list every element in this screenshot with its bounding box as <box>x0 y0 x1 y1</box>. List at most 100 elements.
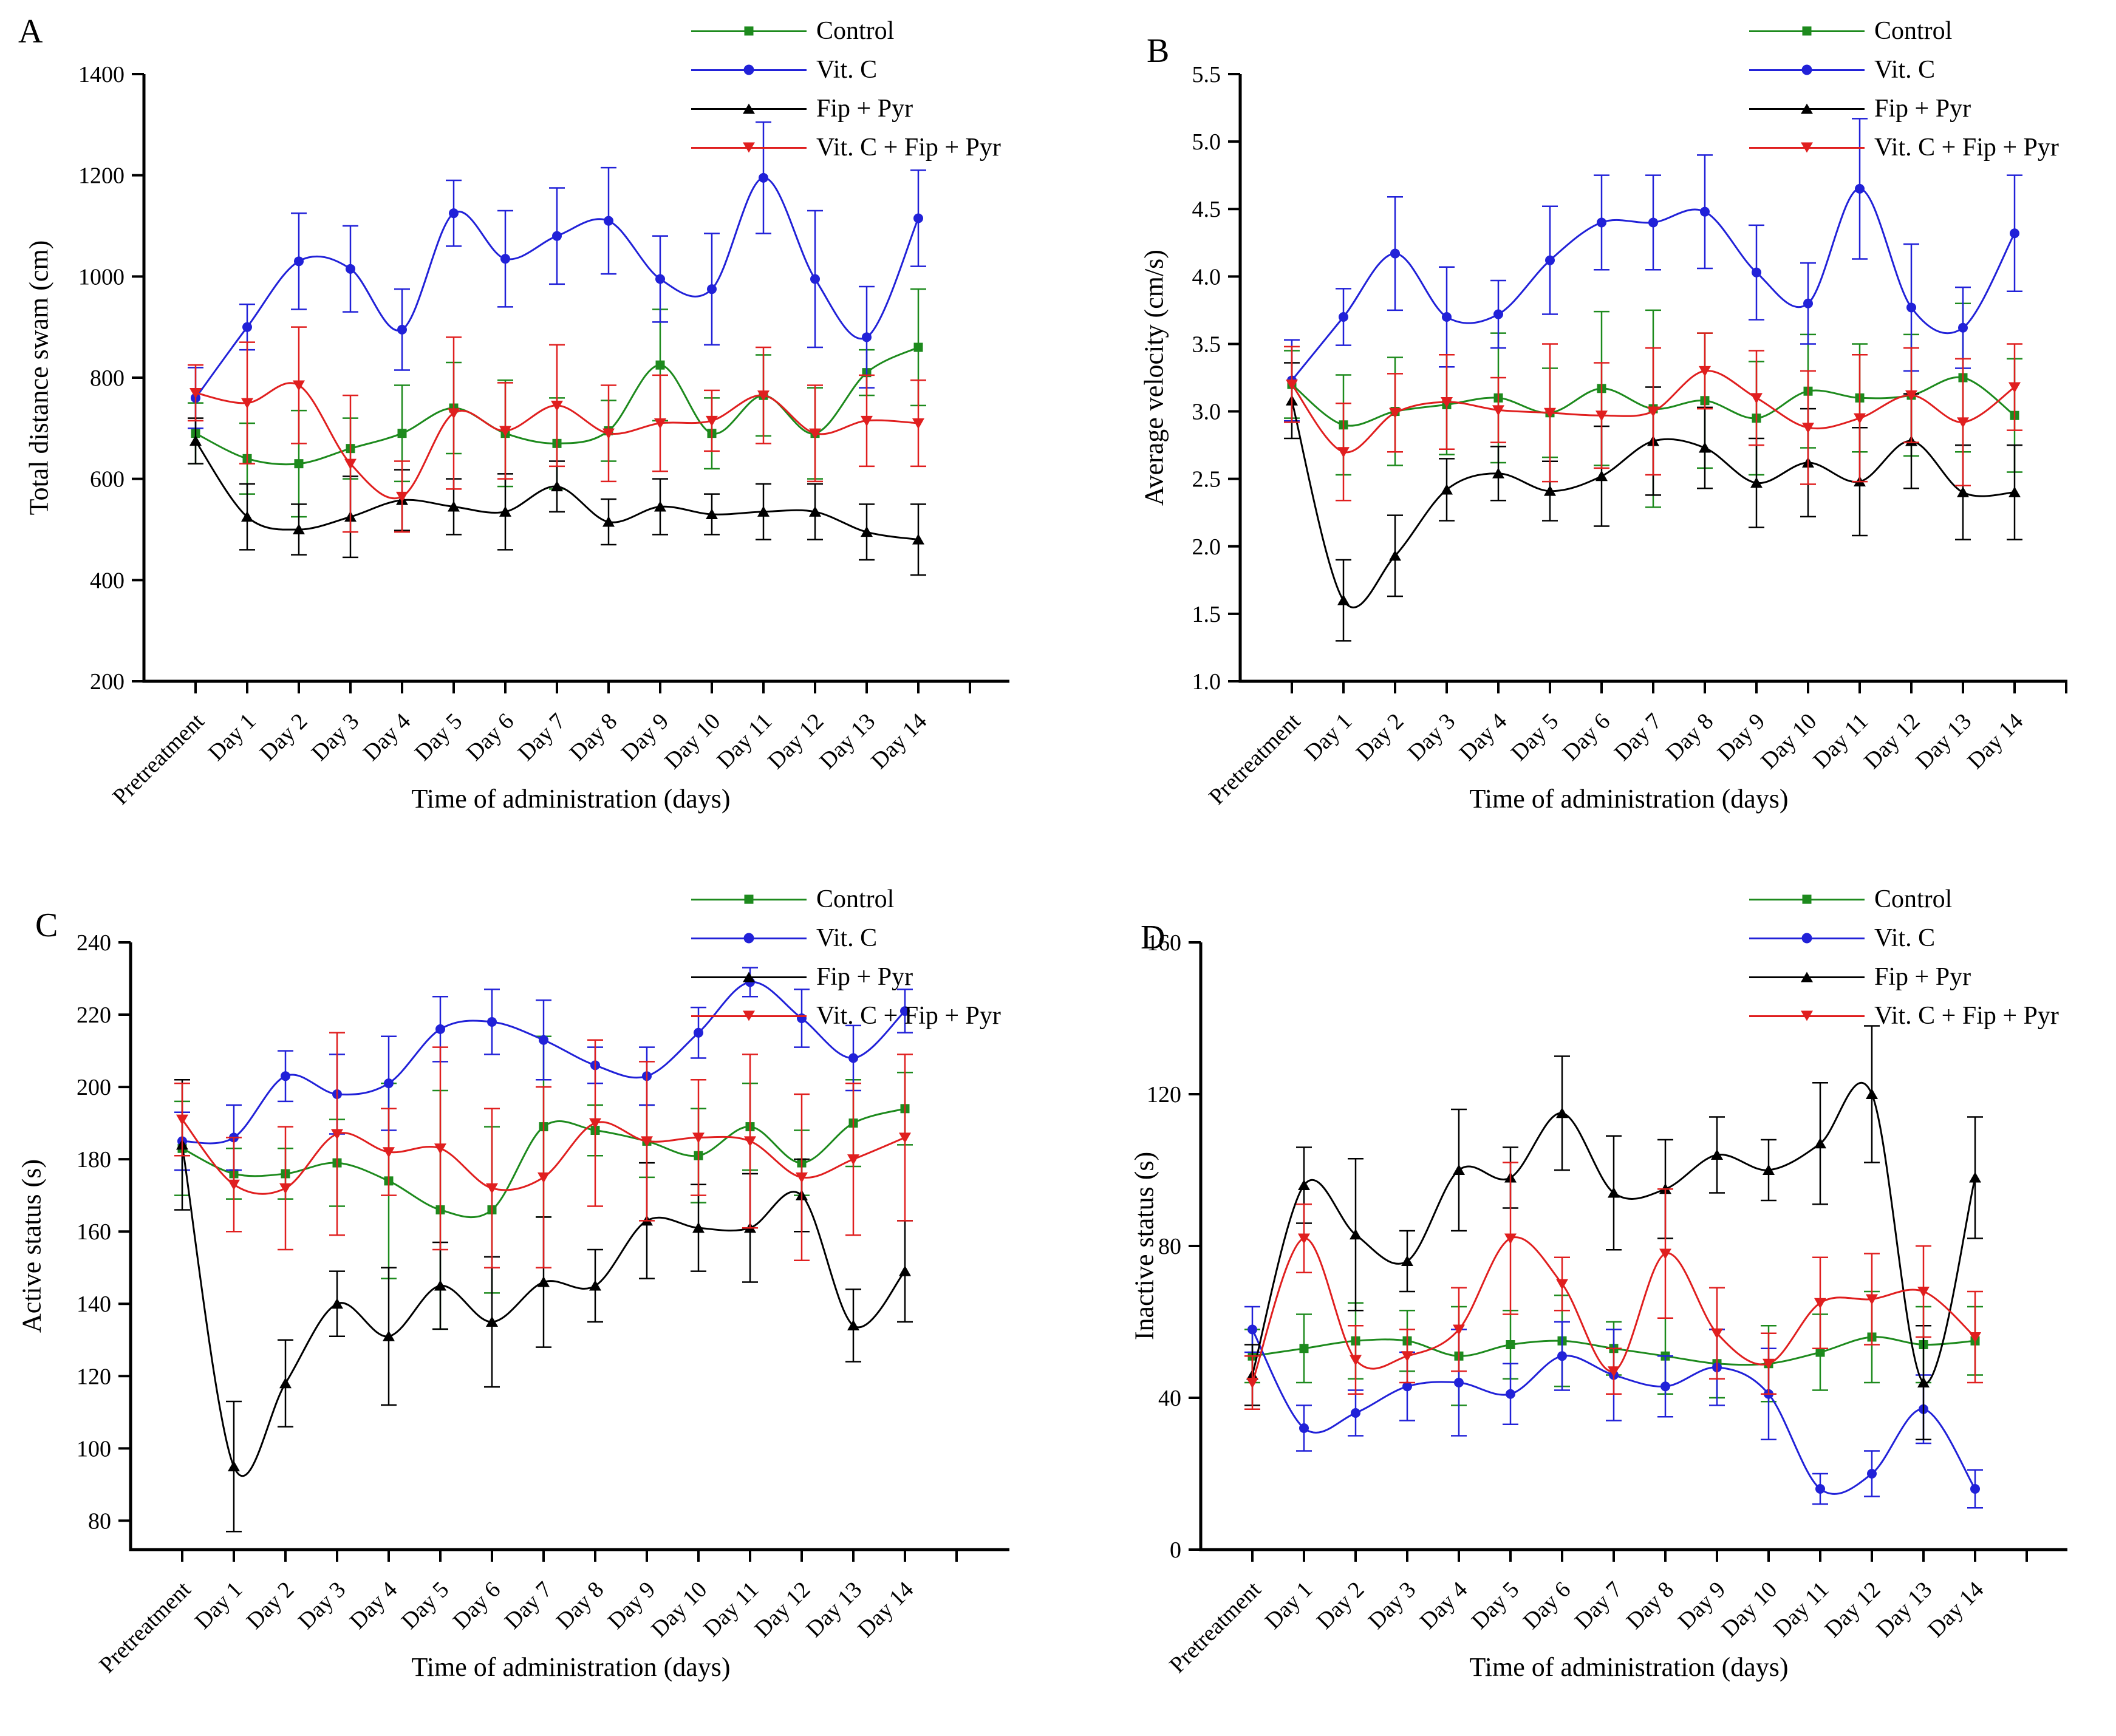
x-tick-label: Day 13 <box>1871 1577 1937 1642</box>
circle-marker <box>759 172 768 183</box>
triangle-up-marker <box>434 1279 446 1291</box>
circle-marker <box>346 264 355 274</box>
x-tick-label: Day 1 <box>190 1577 248 1635</box>
markers-vit-c <box>1247 1324 1980 1494</box>
x-tick-label: Day 14 <box>853 1577 918 1642</box>
y-tick-label: 100 <box>77 1436 111 1462</box>
triangle-up-marker <box>1544 485 1556 496</box>
y-axis-title-c: Active status (s) <box>16 1159 47 1333</box>
legend-item-fip-pyr: Fip + Pyr <box>691 94 1001 124</box>
triangle-down-marker <box>1866 1294 1878 1305</box>
triangle-down-marker <box>602 428 615 440</box>
legend-label: Control <box>816 17 895 45</box>
triangle-down-marker <box>228 1179 240 1191</box>
y-tick-label: 1.5 <box>1192 602 1221 627</box>
y-tick-label: 80 <box>88 1508 111 1534</box>
triangle-up-marker <box>1763 1164 1775 1175</box>
x-tick-label: Day 8 <box>551 1577 609 1635</box>
y-tick-label: 3.5 <box>1192 332 1221 357</box>
circle-marker <box>435 1024 445 1034</box>
triangle-down-marker <box>241 398 253 409</box>
x-tick-label: Day 3 <box>293 1577 351 1635</box>
circle-marker <box>1855 183 1865 194</box>
triangle-down-marker <box>1389 407 1401 419</box>
y-tick-label: 4.0 <box>1192 264 1221 290</box>
triangle-down-marker <box>1659 1248 1671 1259</box>
circle-marker <box>294 256 304 267</box>
circle-marker-icon <box>1801 933 1812 944</box>
series-vit-c <box>174 967 913 1171</box>
triangle-up-marker <box>383 1330 395 1341</box>
legend-item-control: Control <box>1749 16 2059 46</box>
triangle-up-marker <box>692 1222 705 1233</box>
markers-vit-c-fip-pyr <box>1246 1233 1981 1389</box>
chart-svg-b: 1.0 1.5 2.0 2.5 3.0 3.5 4.0 4.5 5.0 5.5 Pretreatme… <box>1192 62 2067 810</box>
markers-fip-pyr <box>1286 395 2021 605</box>
triangle-down-marker <box>861 415 873 427</box>
triangle-down-marker <box>796 1172 808 1183</box>
triangle-down-marker <box>1647 406 1659 418</box>
y-tick-label: 1400 <box>78 62 125 87</box>
x-tick-label: Day 8 <box>565 709 623 766</box>
y-tick-label: 160 <box>1147 930 1181 956</box>
triangle-down-marker <box>344 458 357 470</box>
triangle-down-marker <box>1917 1287 1930 1298</box>
triangle-up-marker <box>1608 1187 1620 1198</box>
legend-line-icon <box>1749 1010 1865 1021</box>
triangle-up-marker <box>538 1276 550 1287</box>
triangle-down-marker <box>809 428 821 440</box>
x-tick-label: Day 7 <box>1609 709 1667 766</box>
circle-marker <box>2010 228 2019 239</box>
legend-d: Control Vit. C Fip + Pyr Vit. C + Fip + … <box>1749 884 2059 1040</box>
legend-c: Control Vit. C Fip + Pyr Vit. C + Fip + … <box>691 884 1001 1040</box>
series-curve-vit-c-fip-pyr <box>195 382 919 500</box>
axes <box>129 942 1009 1551</box>
legend-label: Vit. C + Fip + Pyr <box>1874 134 2059 162</box>
triangle-down-marker <box>641 1136 653 1147</box>
triangle-up-marker <box>654 501 666 512</box>
circle-marker <box>1815 1484 1825 1494</box>
chart-svg-a: 200400600800100012001400PretreatmentDay … <box>78 62 1009 810</box>
circle-marker <box>242 322 252 332</box>
legend-line-icon <box>1749 103 1865 114</box>
x-tick-label: Day 2 <box>242 1577 299 1635</box>
panel-letter-a: A <box>18 13 43 50</box>
x-tick-label: Day 3 <box>1403 709 1461 766</box>
series-fip-pyr <box>188 417 926 576</box>
legend-label: Fip + Pyr <box>1874 95 1971 123</box>
triangle-up-marker <box>241 511 253 522</box>
x-tick-label: Day 13 <box>814 709 880 774</box>
triangle-up-marker <box>189 435 202 446</box>
circle-marker <box>1454 1378 1464 1387</box>
triangle-down-marker-icon <box>743 1010 755 1021</box>
triangle-up-marker <box>1814 1137 1826 1149</box>
panel-letter-c: C <box>35 907 58 944</box>
panel-d-inactive-status: 0 40 80 120 160 Pretreatment Day 1 Day 2 Day 3 Da… <box>1058 868 2116 1736</box>
triangle-down-marker <box>1763 1358 1775 1370</box>
legend-item-control: Control <box>691 16 1001 46</box>
legend-line-icon <box>1749 972 1865 982</box>
x-tick-label: Day 6 <box>448 1577 506 1635</box>
triangle-up-marker-icon <box>1801 972 1813 982</box>
circle-marker-icon <box>743 933 754 944</box>
triangle-up-marker <box>1389 550 1401 561</box>
triangle-up-marker <box>1441 483 1453 495</box>
circle-marker <box>1299 1423 1309 1433</box>
circle-marker <box>397 324 407 335</box>
triangle-down-marker <box>912 418 924 429</box>
triangle-down-marker <box>1441 397 1453 408</box>
square-marker <box>397 429 407 438</box>
legend-line-icon <box>1749 142 1865 153</box>
legend-line-icon <box>691 1010 807 1021</box>
y-tick-label: 80 <box>1158 1234 1181 1259</box>
y-tick-label: 2.0 <box>1192 534 1221 560</box>
legend-item-fip-pyr: Fip + Pyr <box>691 962 1001 992</box>
y-tick-label: 3.0 <box>1192 400 1221 425</box>
triangle-up-marker <box>912 534 924 545</box>
triangle-up-marker <box>1350 1228 1362 1240</box>
circle-marker <box>913 213 923 223</box>
panel-b-average-velocity: 1.0 1.5 2.0 2.5 3.0 3.5 4.0 4.5 5.0 5.5 Pretreatme… <box>1058 0 2116 868</box>
square-marker-icon <box>744 894 754 904</box>
x-tick-label: Day 11 <box>712 709 777 774</box>
